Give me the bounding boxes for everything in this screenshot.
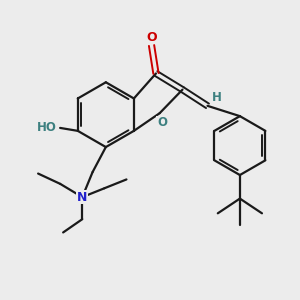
Text: O: O <box>146 31 157 44</box>
Text: HO: HO <box>37 122 57 134</box>
Text: O: O <box>157 116 167 129</box>
Text: N: N <box>77 190 88 204</box>
Text: H: H <box>212 91 222 104</box>
